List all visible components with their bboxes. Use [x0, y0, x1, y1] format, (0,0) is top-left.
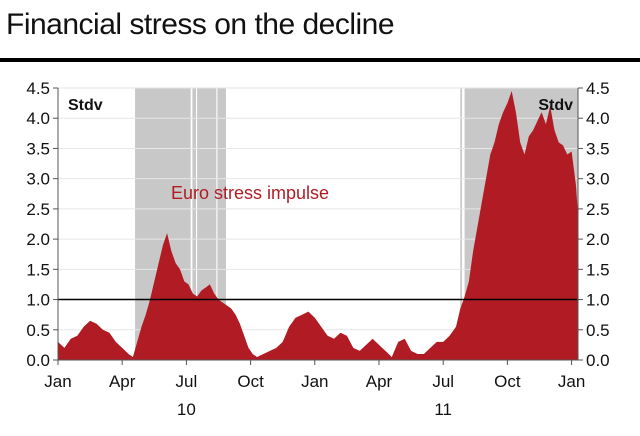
series-area: [58, 91, 578, 360]
x-tick-label: Jul: [176, 372, 198, 391]
y-tick-label-left: 4.5: [26, 79, 50, 98]
y-tick-label-left: 2.0: [26, 230, 50, 249]
year-label: 11: [434, 400, 452, 419]
x-tick-label: Oct: [494, 372, 521, 391]
x-tick-label: Apr: [366, 372, 393, 391]
annotation-euro-stress: Euro stress impulse: [171, 183, 329, 203]
y-tick-label-left: 1.0: [26, 291, 50, 310]
tick-labels: 0.0 0.0 0.5 0.5 1.0 1.0 1.5 1.5 2.0 2.0 2.5 2.5 3.0 3…: [26, 79, 609, 419]
x-tick-label: Jul: [432, 372, 454, 391]
y-tick-label-right: 0.0: [586, 351, 610, 370]
y-tick-label-right: 1.5: [586, 260, 610, 279]
y-tick-label-right: 1.0: [586, 291, 610, 310]
y-tick-label-left: 4.0: [26, 109, 50, 128]
x-tick-label: Jan: [301, 372, 328, 391]
chart-title: Financial stress on the decline: [6, 8, 395, 41]
x-tick-label: Jan: [558, 372, 585, 391]
y-tick-label-right: 2.0: [586, 230, 610, 249]
y-tick-label-right: 3.5: [586, 139, 610, 158]
x-tick-label: Jan: [44, 372, 71, 391]
y-tick-label-right: 3.0: [586, 170, 610, 189]
x-tick-label: Apr: [109, 372, 136, 391]
y-tick-label-right: 4.0: [586, 109, 610, 128]
title-rule: [0, 58, 640, 62]
y-tick-label-right: 4.5: [586, 79, 610, 98]
y-tick-label-left: 3.0: [26, 170, 50, 189]
y-tick-label-left: 1.5: [26, 260, 50, 279]
shaded-period-3: [217, 88, 226, 360]
shaded-period-1: [192, 88, 197, 360]
y-tick-label-right: 2.5: [586, 200, 610, 219]
shaded-period-4: [460, 88, 463, 360]
x-tick-label: Oct: [237, 372, 264, 391]
y-axis-label-right: Stdv: [538, 97, 573, 114]
y-axis-label-left: Stdv: [68, 97, 103, 114]
y-tick-label-left: 0.5: [26, 321, 50, 340]
y-tick-label-right: 0.5: [586, 321, 610, 340]
axes: [57, 88, 579, 361]
y-tick-label-left: 0.0: [26, 351, 50, 370]
y-tick-label-left: 3.5: [26, 139, 50, 158]
year-label: 10: [177, 400, 196, 419]
y-tick-label-left: 2.5: [26, 200, 50, 219]
